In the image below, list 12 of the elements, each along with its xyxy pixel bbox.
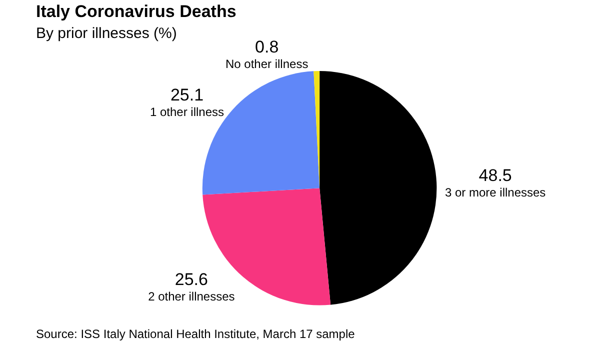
slice-label: 1 other illness	[150, 105, 224, 120]
slice-label: 3 or more illnesses	[444, 185, 546, 200]
pie-slice	[320, 71, 437, 305]
source-note: Source: ISS Italy National Health Institute, March 17 sample	[36, 327, 356, 341]
data-label: 25.6	[174, 270, 208, 289]
chart-subtitle: By prior illnesses (%)	[36, 25, 177, 42]
slice-label: 2 other illnesses	[148, 289, 235, 304]
data-label: 25.1	[170, 86, 204, 105]
data-label: 0.8	[255, 37, 279, 56]
slice-label: No other illness	[225, 57, 308, 72]
data-label: 48.5	[478, 166, 512, 185]
chart-title: Italy Coronavirus Deaths	[36, 2, 236, 21]
